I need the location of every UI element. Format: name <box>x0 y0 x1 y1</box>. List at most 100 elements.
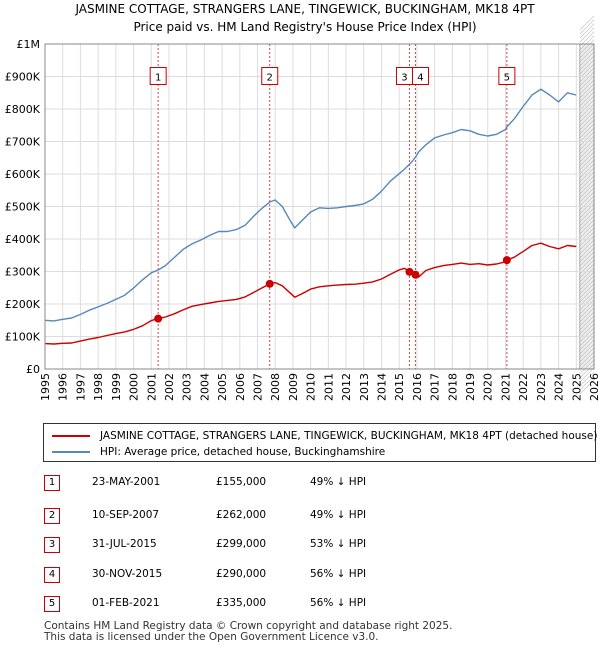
forecast-hatch-line <box>579 23 595 39</box>
row-date: 31-JUL-2015 <box>92 538 157 550</box>
forecast-hatch-line <box>579 247 595 263</box>
legend-line-property <box>52 435 90 437</box>
legend-label-property: JASMINE COTTAGE, STRANGERS LANE, TINGEWI… <box>100 430 598 442</box>
forecast-hatch-line <box>579 103 595 119</box>
forecast-hatch-line <box>579 19 595 35</box>
y-tick-label: £100K <box>5 331 41 344</box>
forecast-hatch-line <box>579 123 595 139</box>
forecast-hatch-line <box>579 151 595 167</box>
x-tick-label: 2001 <box>145 373 158 401</box>
sale-point <box>502 256 511 265</box>
x-tick-label: 1996 <box>57 373 70 401</box>
x-tick-label: 2017 <box>429 373 442 401</box>
forecast-hatch-line <box>579 87 595 103</box>
forecast-hatch-line <box>579 43 595 59</box>
x-tick-label: 2014 <box>375 373 388 401</box>
forecast-hatch-line <box>579 275 595 291</box>
row-hpi-diff: 49% ↓ HPI <box>310 509 367 521</box>
forecast-hatch-line <box>579 251 595 267</box>
sale-label-box <box>498 67 516 85</box>
row-hpi-diff: 53% ↓ HPI <box>310 538 367 550</box>
forecast-hatch-line <box>579 219 595 235</box>
y-tick-label: £700K <box>5 136 41 149</box>
forecast-hatch-line <box>579 55 595 71</box>
footer-copyright: Contains HM Land Registry data © Crown c… <box>44 620 453 632</box>
forecast-hatch-line <box>579 191 595 207</box>
legend-item-property: JASMINE COTTAGE, STRANGERS LANE, TINGEWI… <box>52 428 597 444</box>
forecast-hatch-line <box>579 307 595 323</box>
forecast-hatch-line <box>579 207 595 223</box>
forecast-hatch-line <box>579 35 595 51</box>
forecast-hatch-line <box>579 115 595 131</box>
sale-label-number: 2 <box>267 73 273 84</box>
x-tick-label: 2002 <box>163 373 176 401</box>
forecast-hatch-line <box>579 175 595 191</box>
x-tick-label: 1998 <box>92 373 105 401</box>
y-tick-label: £600K <box>5 168 41 181</box>
forecast-hatch-line <box>579 315 595 331</box>
forecast-hatch-line <box>579 263 595 279</box>
footer-licence: This data is licensed under the Open Gov… <box>44 631 379 643</box>
forecast-hatch-line <box>579 267 595 283</box>
x-tick-label: 2022 <box>517 373 530 401</box>
forecast-hatch-line <box>579 271 595 287</box>
y-tick-label: £300K <box>5 266 41 279</box>
x-tick-label: 2024 <box>553 373 566 401</box>
forecast-hatch-line <box>579 39 595 55</box>
forecast-hatch-line <box>579 347 595 363</box>
forecast-hatch-line <box>579 99 595 115</box>
y-tick-label: £1M <box>17 38 41 51</box>
row-date: 23-MAY-2001 <box>92 476 161 488</box>
sale-point <box>154 314 163 323</box>
forecast-hatch-line <box>579 279 595 295</box>
property-series-line <box>44 242 577 345</box>
forecast-hatch-line <box>579 371 595 387</box>
row-number-badge: 1 <box>44 475 60 491</box>
row-hpi-diff: 56% ↓ HPI <box>310 568 367 580</box>
y-tick-label: £400K <box>5 233 41 246</box>
forecast-hatch-line <box>579 323 595 339</box>
forecast-hatch-line <box>579 215 595 231</box>
x-tick-label: 2005 <box>216 373 229 401</box>
forecast-hatch-line <box>579 239 595 255</box>
row-hpi-diff: 56% ↓ HPI <box>310 597 367 609</box>
y-tick-label: £500K <box>5 201 41 214</box>
sale-label-number: 4 <box>417 73 423 84</box>
forecast-hatch-line <box>579 75 595 91</box>
forecast-hatch-line <box>579 63 595 79</box>
plot-border <box>44 43 595 370</box>
forecast-hatch-line <box>579 79 595 95</box>
forecast-hatch-line <box>579 331 595 347</box>
sale-label-box <box>261 67 279 85</box>
forecast-hatch-line <box>579 47 595 63</box>
forecast-hatch-line <box>579 83 595 99</box>
sale-label-box <box>149 67 167 85</box>
row-date: 10-SEP-2007 <box>92 509 160 521</box>
forecast-hatch-line <box>579 27 595 43</box>
row-number-badge: 4 <box>44 567 60 583</box>
forecast-hatch-line <box>579 195 595 211</box>
row-date: 01-FEB-2021 <box>92 597 160 609</box>
forecast-hatch-line <box>579 111 595 127</box>
hpi-series-line <box>44 88 577 322</box>
row-number-badge: 5 <box>44 596 60 612</box>
sale-label-number: 5 <box>504 73 510 84</box>
forecast-hatch-line <box>579 223 595 239</box>
row-hpi-diff: 49% ↓ HPI <box>310 476 367 488</box>
price-chart: JASMINE COTTAGE, STRANGERS LANE, TINGEWI… <box>5 2 600 401</box>
forecast-hatch-line <box>579 379 595 395</box>
sale-point <box>411 270 420 279</box>
forecast-hatch-line <box>579 311 595 327</box>
sale-label-box <box>411 67 429 85</box>
forecast-hatch-line <box>579 135 595 151</box>
forecast-hatch-line <box>579 15 595 31</box>
x-tick-label: 2012 <box>340 373 353 401</box>
y-tick-label: £900K <box>5 71 41 84</box>
row-price: £299,000 <box>216 538 267 550</box>
chart-subtitle: Price paid vs. HM Land Registry's House … <box>133 20 476 34</box>
sale-label-number: 3 <box>401 73 407 84</box>
forecast-hatch-line <box>579 343 595 359</box>
forecast-hatch-line <box>579 187 595 203</box>
forecast-hatch-line <box>579 319 595 335</box>
x-tick-label: 2023 <box>535 373 548 401</box>
